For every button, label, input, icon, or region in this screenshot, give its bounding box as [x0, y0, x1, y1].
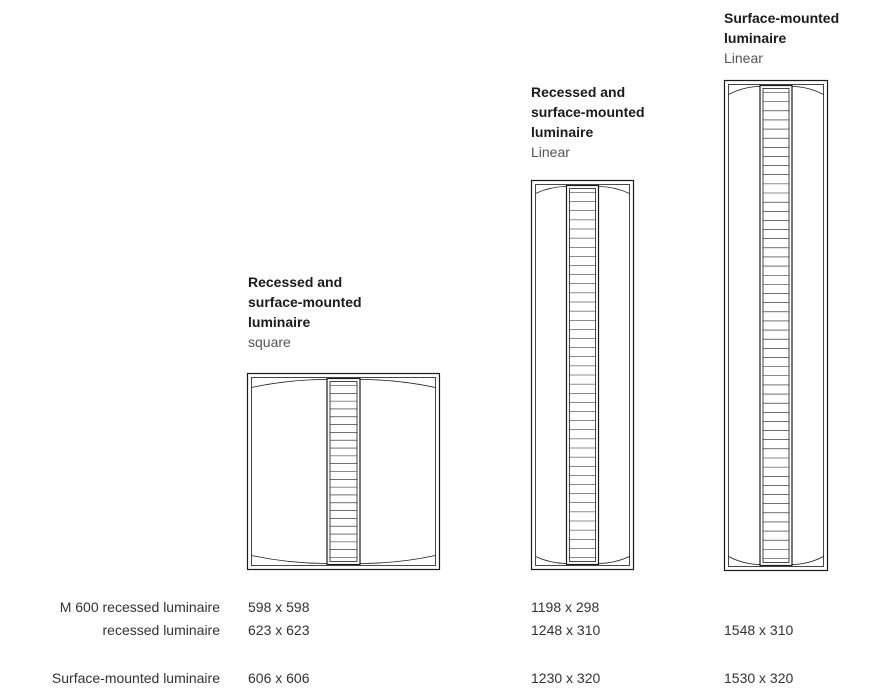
caption-title-line: luminaire	[248, 314, 311, 330]
caption-title-line: luminaire	[531, 124, 594, 140]
reflector-curve	[791, 86, 824, 95]
reflector-curve	[598, 556, 630, 564]
louver-housing	[565, 184, 600, 566]
caption-linear-recessed: Recessed and surface-mounted luminaire L…	[531, 82, 645, 162]
table-cell: 606 x 606	[248, 670, 310, 686]
linear-recessed-luminaire-drawing	[530, 179, 635, 571]
louver-inner	[762, 88, 790, 563]
reflector-curve	[728, 86, 761, 95]
caption-title-line: Recessed and	[248, 274, 343, 290]
outer-frame	[530, 179, 635, 571]
table-cell: 623 x 623	[248, 622, 310, 638]
square-luminaire-drawing	[246, 372, 441, 571]
caption-title-line: luminaire	[724, 30, 787, 46]
table-cell: 1530 x 320	[724, 670, 794, 686]
louver-housing	[759, 84, 793, 567]
table-cell: 1230 x 320	[531, 670, 601, 686]
table-cell: 598 x 598	[248, 599, 310, 615]
table-cell: 1548 x 310	[724, 622, 794, 638]
caption-square: Recessed and surface-mounted luminaire s…	[248, 272, 362, 352]
table-cell: 1248 x 310	[531, 622, 601, 638]
caption-title-line: surface-mounted	[531, 104, 645, 120]
table-cell: 1198 x 298	[531, 599, 600, 615]
caption-subtitle: square	[248, 334, 291, 350]
table-row-label: recessed luminaire	[102, 622, 221, 638]
caption-subtitle: Linear	[531, 144, 570, 160]
reflector-curve	[598, 186, 630, 194]
table-row-label: M 600 recessed luminaire	[59, 599, 220, 615]
reflector-curve	[791, 556, 824, 565]
reflector-curve	[359, 379, 436, 388]
reflector-curve	[251, 555, 328, 564]
caption-title-line: Surface-mounted	[724, 10, 840, 26]
caption-linear-surface: Surface-mounted luminaire Linear	[724, 8, 839, 68]
linear-surface-luminaire-drawing	[723, 79, 829, 572]
reflector-curve	[535, 556, 567, 564]
reflector-curve	[359, 555, 436, 564]
table-row-label: Surface-mounted luminaire	[51, 670, 220, 686]
caption-subtitle: Linear	[724, 50, 763, 66]
outer-frame	[246, 372, 441, 571]
reflector-curve	[728, 556, 761, 565]
reflector-curve	[535, 186, 567, 194]
inner-frame	[728, 84, 824, 567]
inner-frame	[535, 184, 630, 566]
louver-housing	[326, 377, 361, 566]
caption-title-line: surface-mounted	[248, 294, 362, 310]
outer-frame	[723, 79, 829, 572]
reflector-curve	[251, 379, 328, 388]
caption-title-line: Recessed and	[531, 84, 626, 100]
inner-frame	[251, 377, 436, 566]
